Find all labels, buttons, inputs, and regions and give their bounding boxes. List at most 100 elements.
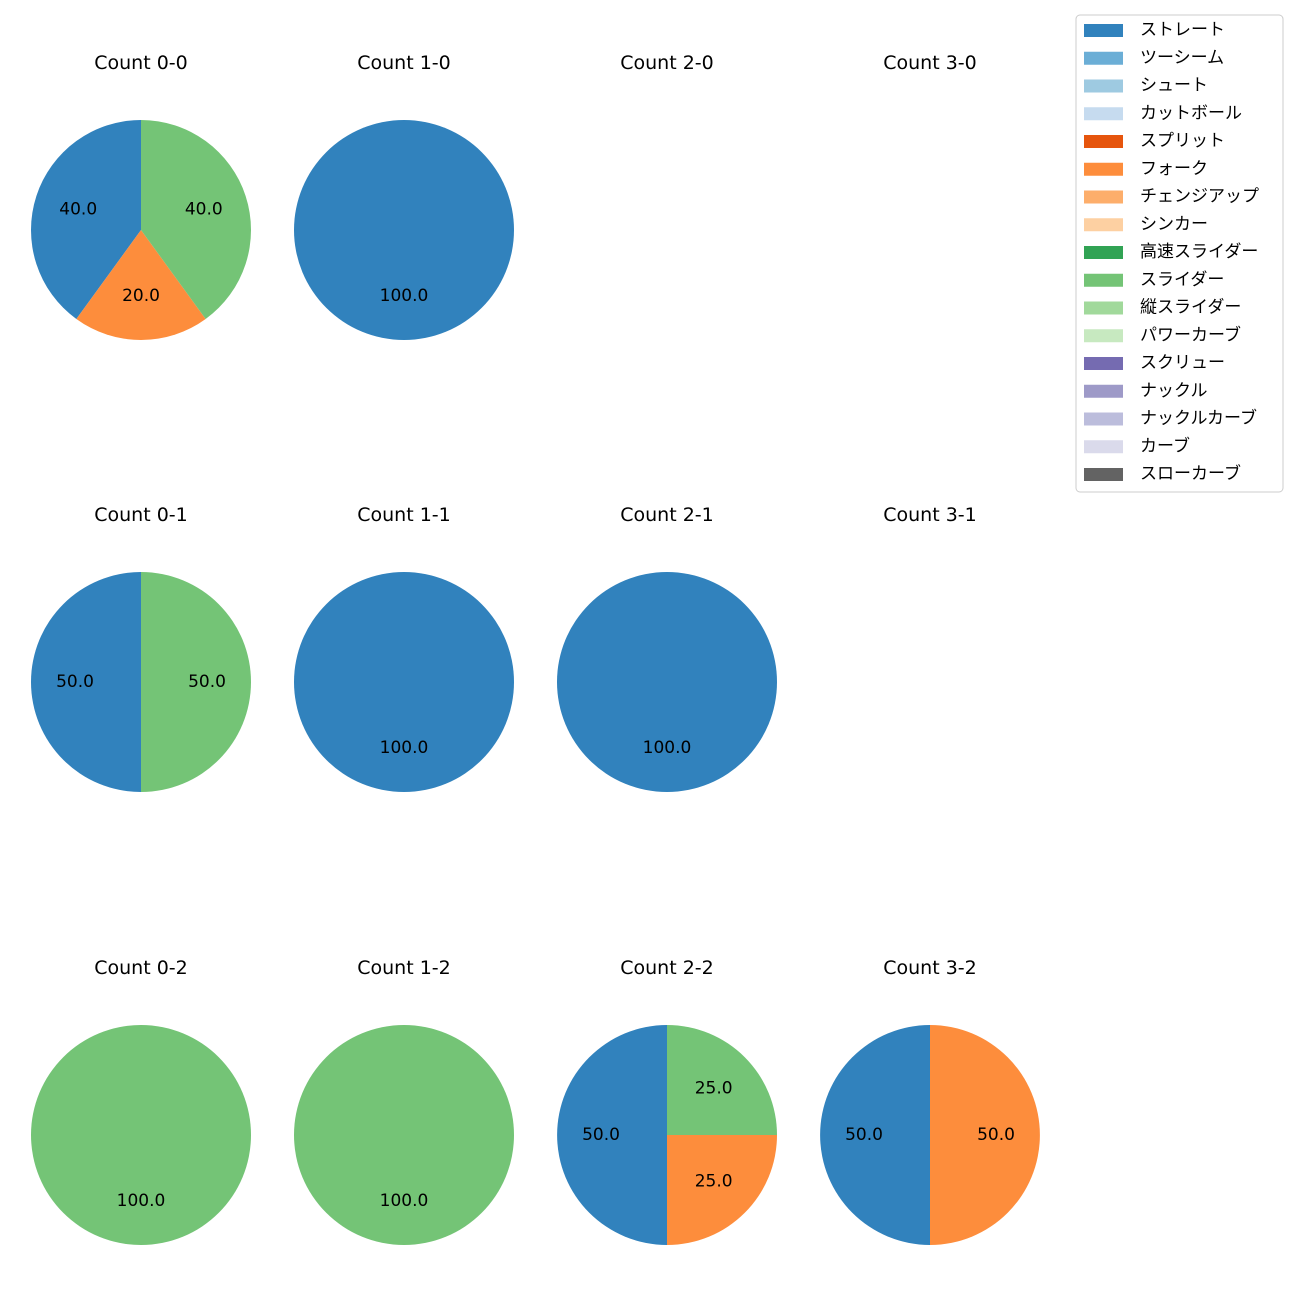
slice-count-0-0-2 (141, 120, 251, 319)
slice-count-1-2-0 (294, 1025, 514, 1245)
legend-entry: チェンジアップ (1084, 187, 1259, 207)
legend-entry: 高速スライダー (1084, 242, 1258, 262)
panel-count-2-1: Count 2-1 100.0 (557, 504, 777, 792)
legend-entry: フォーク (1084, 159, 1208, 179)
slice-count-0-1-1 (141, 572, 251, 792)
legend-label: ツーシーム (1140, 48, 1224, 68)
legend-swatch (1084, 412, 1123, 426)
panel-title-count-0-2: Count 0-2 (94, 957, 188, 979)
legend-label: ストレート (1140, 20, 1225, 40)
legend-swatch (1084, 357, 1123, 370)
panel-count-3-0: Count 3-0 (883, 52, 977, 74)
panel-count-0-2: Count 0-2 100.0 (31, 957, 251, 1245)
panel-title-count-1-1: Count 1-1 (357, 504, 451, 526)
slice-label-count-0-0-2: 40.0 (185, 200, 223, 220)
slice-label-count-2-2-0: 50.0 (582, 1125, 620, 1145)
slice-count-0-0-0 (30, 120, 142, 319)
panel-count-0-0: Count 0-0 40.0 20.0 40.0 (30, 52, 251, 340)
legend-entry: ナックル (1084, 381, 1208, 401)
legend-swatch (1084, 135, 1123, 148)
panel-title-count-1-2: Count 1-2 (357, 957, 451, 979)
slice-count-3-2-0 (820, 1025, 930, 1245)
panel-count-1-2: Count 1-2 100.0 (294, 957, 514, 1245)
panel-title-count-3-0: Count 3-0 (883, 52, 977, 74)
panel-title-count-0-1: Count 0-1 (94, 504, 188, 526)
legend-entry: スライダー (1084, 270, 1224, 290)
legend-label: カットボール (1140, 103, 1242, 123)
legend-swatch (1084, 51, 1123, 65)
legend-swatch (1084, 190, 1123, 204)
legend-entry: カーブ (1084, 435, 1190, 456)
legend-frame (1075, 14, 1284, 493)
legend-entry: ナックルカーブ (1084, 408, 1257, 429)
legend-entries: ストレートツーシームシュートカットボールスプリットフォークチェンジアップシンカー… (1084, 20, 1259, 484)
panel-count-2-2: Count 2-2 50.0 25.0 25.0 (557, 957, 777, 1245)
legend-swatch (1084, 273, 1123, 287)
legend-label: 高速スライダー (1140, 242, 1258, 262)
legend-entry: スローカーブ (1084, 463, 1241, 484)
panel-title-count-2-0: Count 2-0 (620, 52, 714, 74)
legend-label: 縦スライダー (1140, 298, 1241, 318)
legend-label: シンカー (1140, 214, 1208, 234)
legend-label: スプリット (1140, 131, 1225, 151)
panel-count-3-1: Count 3-1 (883, 504, 977, 526)
legend-entry: スクリュー (1084, 353, 1225, 373)
legend-label: スライダー (1140, 270, 1224, 290)
slice-label-count-0-2-0: 100.0 (117, 1191, 166, 1211)
legend-label: スローカーブ (1140, 463, 1241, 484)
legend-swatch (1084, 329, 1123, 343)
legend-label: ナックル (1140, 381, 1208, 401)
slice-label-count-0-0-0: 40.0 (59, 200, 97, 220)
legend-swatch (1084, 440, 1123, 454)
panel-count-0-1: Count 0-1 50.0 50.0 (31, 504, 251, 792)
panel-count-1-1: Count 1-1 100.0 (294, 504, 514, 792)
slice-label-count-2-2-2: 25.0 (695, 1078, 733, 1098)
slice-label-count-0-0-1: 20.0 (122, 286, 160, 306)
legend-label: ナックルカーブ (1140, 408, 1257, 429)
legend-entry: ストレート (1084, 20, 1225, 40)
legend-label: スクリュー (1140, 353, 1225, 373)
panel-count-3-2: Count 3-2 50.0 50.0 (820, 957, 1040, 1245)
legend-entry: スプリット (1084, 131, 1225, 151)
slice-count-0-1-0 (31, 572, 141, 792)
legend-entry: ツーシーム (1084, 48, 1224, 68)
panel-count-1-0: Count 1-0 100.0 (294, 52, 514, 340)
legend-label: チェンジアップ (1140, 187, 1259, 207)
slice-label-count-0-1-1: 50.0 (188, 672, 226, 692)
panel-title-count-3-1: Count 3-1 (883, 504, 977, 526)
legend-swatch (1084, 79, 1123, 93)
legend-swatch (1084, 301, 1123, 315)
legend-swatch (1084, 107, 1123, 121)
panel-count-2-0: Count 2-0 (620, 52, 714, 74)
legend-swatch (1084, 246, 1123, 259)
legend-entry: 縦スライダー (1084, 298, 1241, 318)
legend-label: パワーカーブ (1140, 324, 1241, 345)
legend-entry: シンカー (1084, 214, 1208, 234)
slice-label-count-1-1-0: 100.0 (380, 738, 429, 758)
panel-title-count-1-0: Count 1-0 (357, 52, 451, 74)
slice-label-count-3-2-0: 50.0 (845, 1125, 883, 1145)
slice-count-0-2-0 (31, 1025, 251, 1245)
legend: ストレートツーシームシュートカットボールスプリットフォークチェンジアップシンカー… (1075, 14, 1284, 493)
slice-label-count-3-2-1: 50.0 (977, 1125, 1015, 1145)
slice-label-count-1-0-0: 100.0 (380, 286, 429, 306)
slice-label-count-0-1-0: 50.0 (56, 672, 94, 692)
legend-swatch (1084, 468, 1123, 481)
slice-label-count-2-1-0: 100.0 (643, 738, 692, 758)
slice-count-2-2-0 (557, 1025, 667, 1245)
legend-label: フォーク (1140, 159, 1208, 179)
legend-swatch (1084, 384, 1123, 398)
panel-title-count-2-2: Count 2-2 (620, 957, 714, 979)
legend-label: カーブ (1140, 435, 1190, 456)
slice-count-1-1-0 (294, 572, 514, 792)
panel-title-count-0-0: Count 0-0 (94, 52, 188, 74)
slice-count-1-0-0 (294, 120, 514, 340)
slice-label-count-1-2-0: 100.0 (380, 1191, 429, 1211)
panel-title-count-2-1: Count 2-1 (620, 504, 714, 526)
slice-label-count-2-2-1: 25.0 (695, 1172, 733, 1192)
legend-entry: シュート (1084, 76, 1208, 96)
slice-count-2-1-0 (557, 572, 777, 792)
slice-count-3-2-1 (930, 1025, 1040, 1245)
slice-count-2-2-2 (667, 1025, 777, 1135)
